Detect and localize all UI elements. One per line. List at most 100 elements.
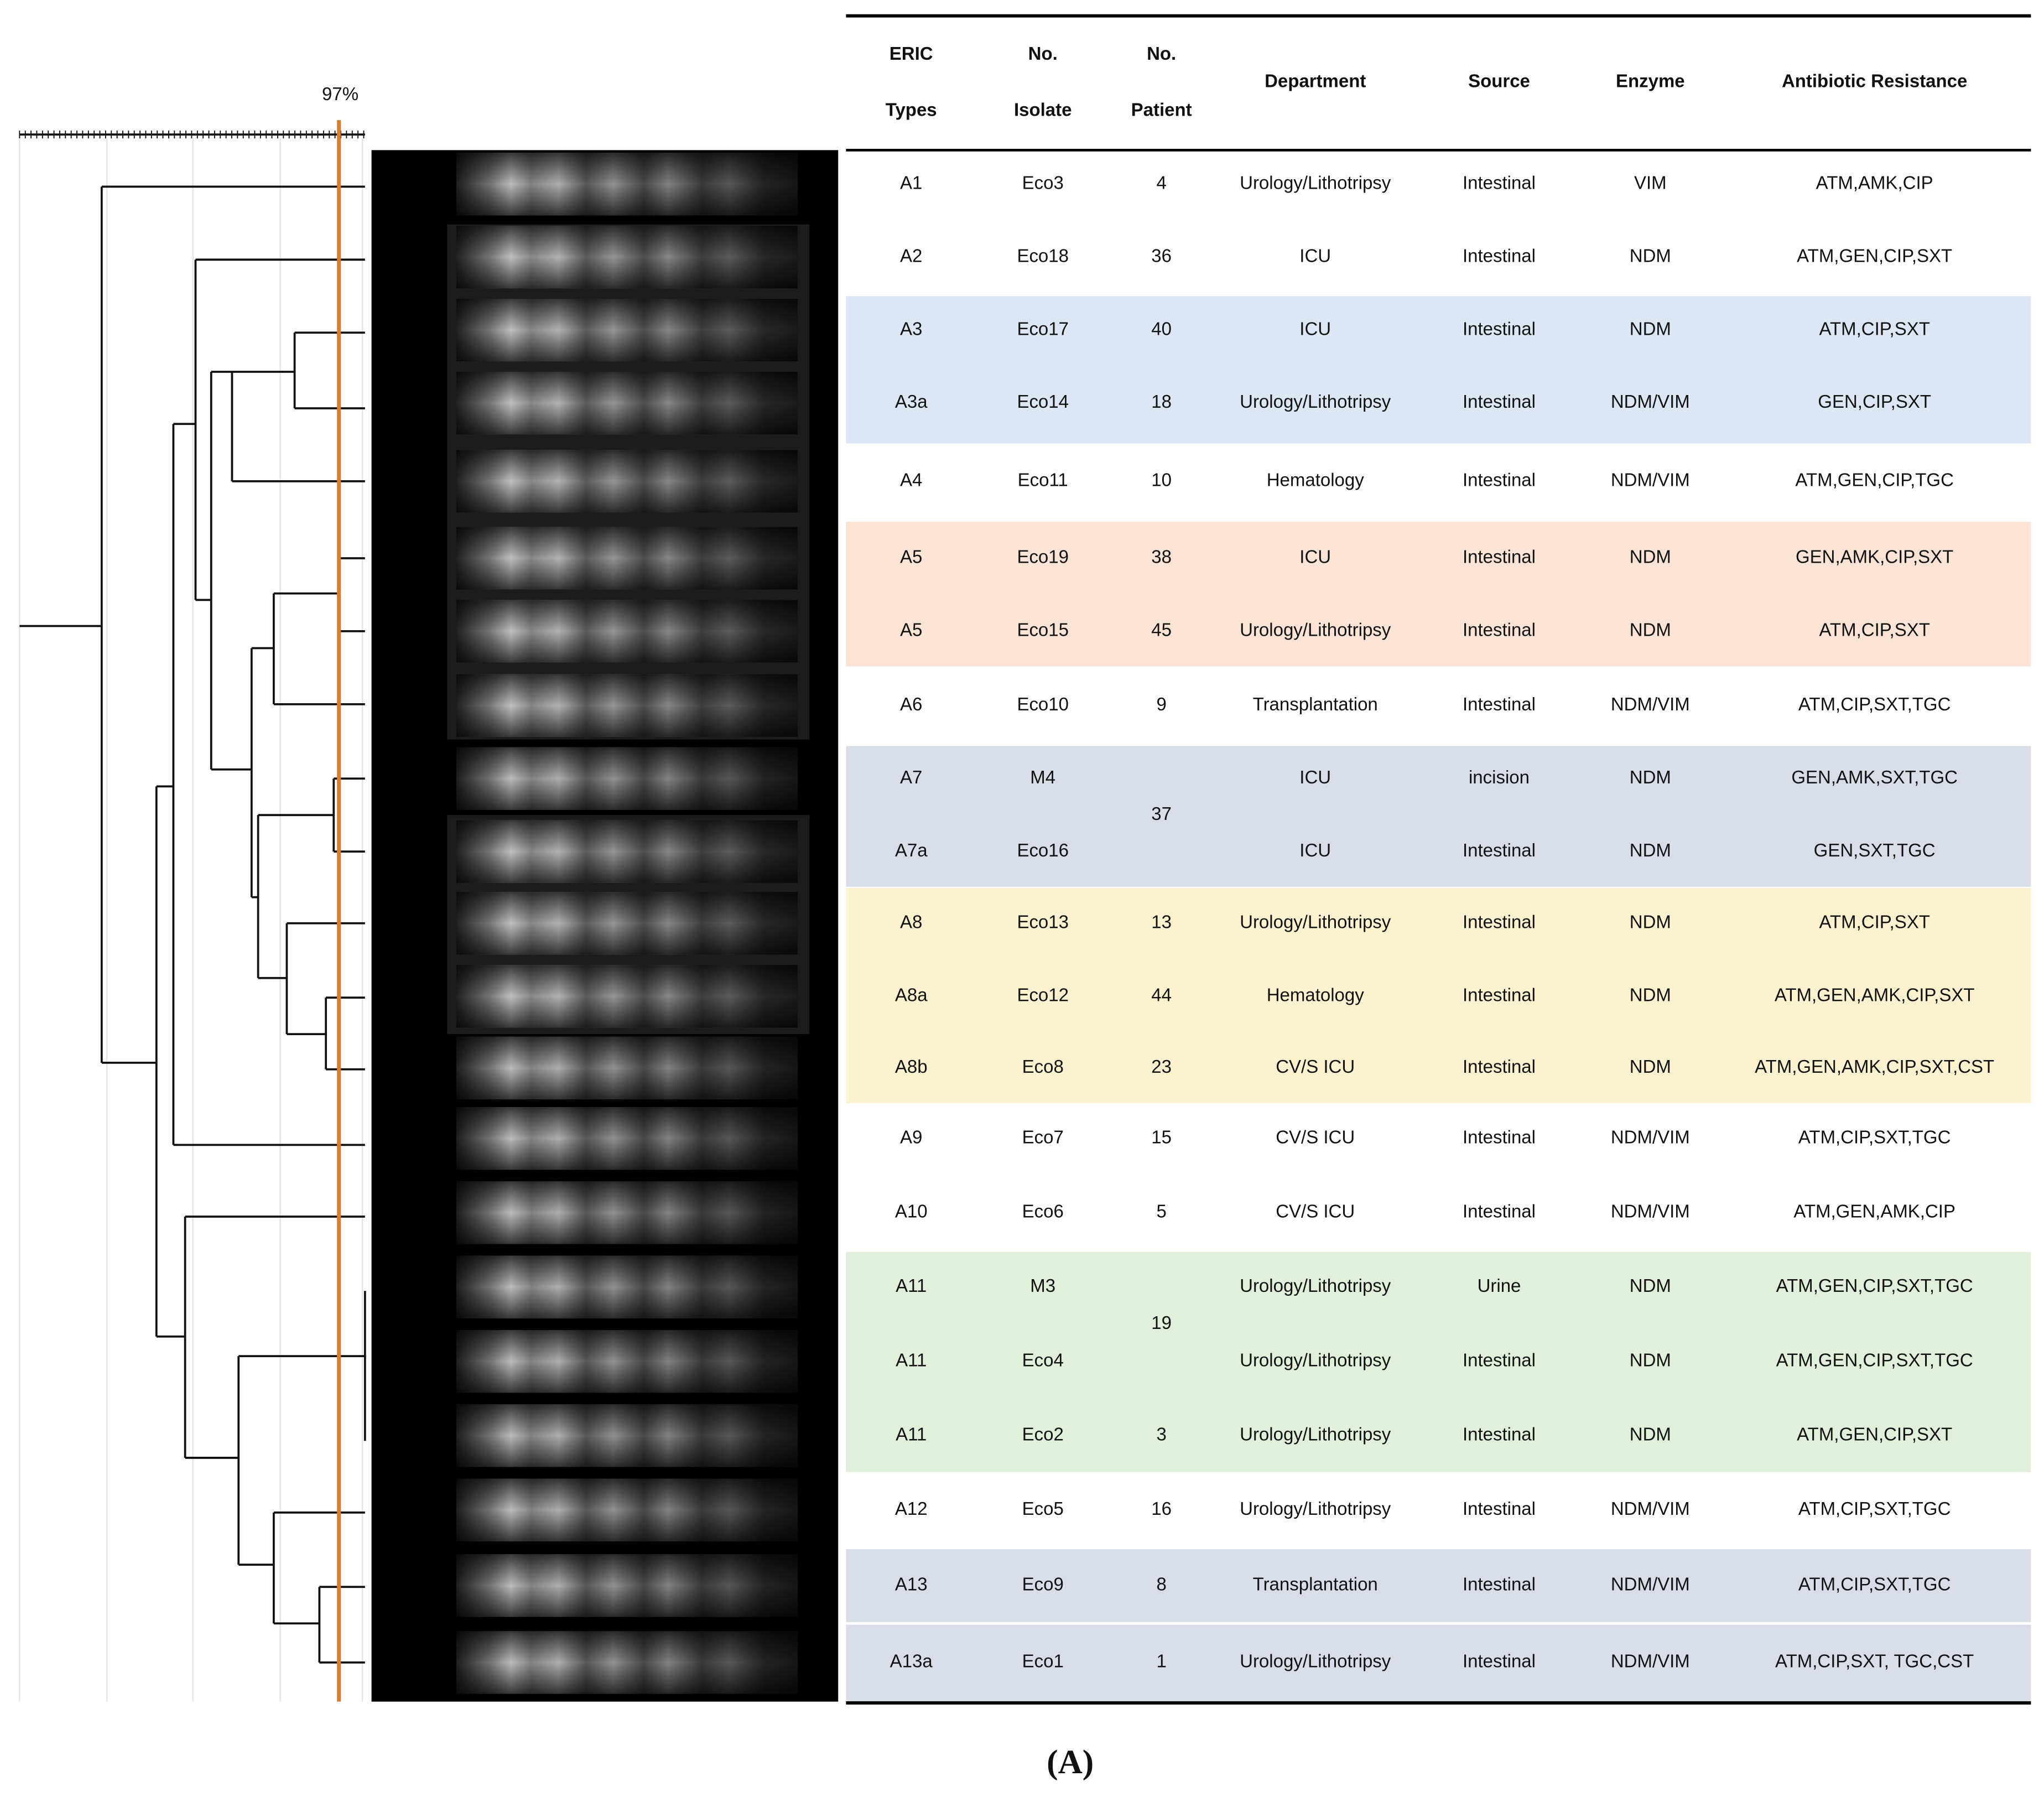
table-cell: Intestinal — [1463, 1574, 1536, 1595]
table-cell: Eco6 — [1022, 1201, 1064, 1222]
table-cell: NDM — [1630, 1349, 1671, 1370]
column-header: Isolate — [1014, 99, 1072, 120]
table-cell: Eco8 — [1022, 1056, 1064, 1077]
table-cell: 16 — [1151, 1498, 1172, 1519]
table-cell: ICU — [1299, 840, 1331, 860]
table-cell: A8b — [895, 1056, 928, 1077]
gel-lane-shade — [456, 1554, 798, 1617]
table-cell: VIM — [1634, 172, 1667, 193]
row-band — [846, 746, 2031, 887]
table-cell: Intestinal — [1463, 1201, 1536, 1222]
table-cell: NDM/VIM — [1611, 391, 1690, 412]
table-cell: ICU — [1299, 245, 1331, 266]
table-cell: GEN,AMK,CIP,SXT — [1796, 547, 1953, 567]
table-cell: A8 — [900, 911, 922, 932]
table-cell: 5 — [1156, 1201, 1166, 1222]
table-cell: NDM — [1630, 767, 1671, 787]
table-cell: 18 — [1151, 391, 1172, 412]
table-cell: M3 — [1030, 1275, 1055, 1296]
table-cell: Eco19 — [1017, 547, 1069, 567]
table-cell: A12 — [895, 1498, 928, 1519]
table-cell: 3 — [1156, 1424, 1166, 1445]
table-cell: A7a — [895, 840, 928, 860]
table-cell: 44 — [1151, 984, 1172, 1005]
table-cell: Urology/Lithotripsy — [1240, 391, 1391, 412]
table-cell: GEN,AMK,SXT,TGC — [1791, 767, 1958, 787]
table-cell: ICU — [1299, 547, 1331, 567]
table-cell: Urology/Lithotripsy — [1240, 911, 1391, 932]
table-cell: 37 — [1151, 803, 1172, 824]
table-cell: ICU — [1299, 318, 1331, 339]
table-cell: NDM — [1630, 1275, 1671, 1296]
table-cell: Intestinal — [1463, 172, 1536, 193]
table-cell: ATM,CIP,SXT — [1819, 620, 1929, 640]
table-cell: A11 — [896, 1424, 927, 1445]
table-cell: NDM/VIM — [1611, 1651, 1690, 1671]
gel-lane-shade — [456, 1478, 798, 1541]
table-cell: A3 — [900, 318, 922, 339]
column-header: Types — [886, 99, 937, 120]
table-cell: 10 — [1151, 470, 1172, 490]
table-cell: Intestinal — [1463, 1651, 1536, 1671]
table-cell: NDM — [1630, 840, 1671, 860]
table-cell: A2 — [900, 245, 922, 266]
gel-lane-shade — [456, 1255, 798, 1318]
table-cell: Urology/Lithotripsy — [1240, 1424, 1391, 1445]
table-cell: Intestinal — [1463, 318, 1536, 339]
table-cell: GEN,SXT,TGC — [1814, 840, 1936, 860]
table-cell: NDM/VIM — [1611, 470, 1690, 490]
table-cell: Intestinal — [1463, 1056, 1536, 1077]
table-cell: ATM,GEN,AMK,CIP,SXT — [1775, 984, 1975, 1005]
table-cell: ATM,AMK,CIP — [1816, 172, 1933, 193]
column-header: Enzyme — [1616, 71, 1685, 91]
table-cell: ATM,GEN,CIP,SXT,TGC — [1776, 1275, 1973, 1296]
panel-label: (A) — [1047, 1743, 1094, 1781]
table-cell: Eco10 — [1017, 694, 1069, 714]
table-cell: A1 — [900, 172, 922, 193]
column-header: No. — [1147, 43, 1176, 64]
row-band — [846, 1549, 2031, 1622]
table-cell: NDM/VIM — [1611, 694, 1690, 714]
table-cell: ATM,GEN,AMK,CIP,SXT,CST — [1755, 1056, 1994, 1077]
table-cell: ATM,CIP,SXT, TGC,CST — [1775, 1651, 1974, 1671]
table-cell: A9 — [900, 1126, 922, 1147]
table-cell: Intestinal — [1463, 470, 1536, 490]
row-band — [846, 1251, 2031, 1472]
gel-lane-shade — [456, 527, 798, 590]
table-cell: A13 — [895, 1574, 928, 1595]
table-cell: Transplantation — [1253, 1574, 1378, 1595]
table-cell: A7 — [900, 767, 922, 787]
table-cell: NDM — [1630, 1424, 1671, 1445]
gel-lane-shade — [456, 600, 798, 663]
table-cell: Transplantation — [1253, 694, 1378, 714]
table-cell: Intestinal — [1463, 245, 1536, 266]
table-cell: A11 — [896, 1349, 927, 1370]
column-header: Antibiotic Resistance — [1782, 71, 1967, 91]
table-cell: NDM — [1630, 620, 1671, 640]
gel-lane-shade — [456, 1107, 798, 1170]
table-cell: Urology/Lithotripsy — [1240, 1651, 1391, 1671]
table-cell: Urology/Lithotripsy — [1240, 1275, 1391, 1296]
table-cell: NDM/VIM — [1611, 1201, 1690, 1222]
table-cell: NDM — [1630, 984, 1671, 1005]
table-cell: Intestinal — [1463, 1424, 1536, 1445]
table-cell: Eco4 — [1022, 1349, 1064, 1370]
gel-lane-shade — [456, 299, 798, 362]
table-cell: A11 — [896, 1275, 927, 1296]
table-cell: NDM — [1630, 911, 1671, 932]
row-band — [846, 296, 2031, 444]
column-header: ERIC — [890, 43, 933, 64]
table-cell: Eco1 — [1022, 1651, 1064, 1671]
table-cell: Intestinal — [1463, 620, 1536, 640]
table-cell: A6 — [900, 694, 922, 714]
table-cell: Urology/Lithotripsy — [1240, 172, 1391, 193]
table-cell: Eco9 — [1022, 1574, 1064, 1595]
table-cell: incision — [1469, 767, 1530, 787]
table-cell: ATM,CIP,SXT,TGC — [1798, 1498, 1951, 1519]
table-cell: CV/S ICU — [1276, 1056, 1355, 1077]
table-cell: GEN,CIP,SXT — [1818, 391, 1931, 412]
table-cell: A10 — [895, 1201, 928, 1222]
table-cell: Eco18 — [1017, 245, 1069, 266]
gel-lanes — [456, 153, 798, 1694]
